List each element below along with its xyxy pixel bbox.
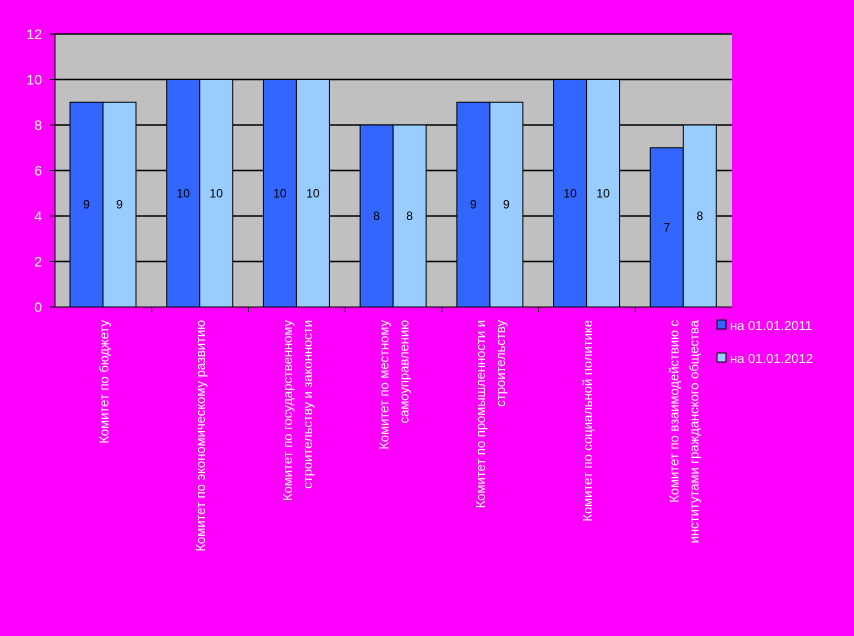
data-label: 9 (83, 198, 90, 212)
category-label: Комитет по местному (377, 320, 392, 450)
legend: на 01.01.2011 на 01.01.2012 (716, 318, 813, 366)
data-label: 10 (563, 186, 577, 200)
category-label: Комитет по взаимодействию с (667, 320, 682, 503)
legend-label: на 01.01.2012 (730, 351, 813, 366)
data-label: 10 (177, 186, 191, 200)
category-label: Комитет по экономическому развитию (193, 320, 208, 552)
bar (295, 79, 330, 308)
axes (50, 33, 732, 312)
y-tick-label: 2 (34, 254, 42, 270)
bar (489, 101, 524, 308)
data-label: 9 (470, 198, 477, 212)
category-label: Комитет по промышленности и (473, 320, 488, 508)
data-label: 7 (663, 220, 670, 234)
bar (199, 79, 234, 308)
data-label: 10 (596, 186, 610, 200)
category-label: институтами гражданского общества (687, 319, 702, 543)
y-tick-label: 8 (34, 117, 42, 133)
bar (649, 147, 684, 308)
category-label: Комитет по государственному (280, 320, 295, 501)
data-label: 10 (210, 186, 224, 200)
data-label: 8 (373, 209, 380, 223)
category-label: строительству (493, 320, 508, 407)
data-label: 9 (116, 198, 123, 212)
bar (553, 79, 588, 308)
y-tick-labels: 0 2 4 6 8 10 12 (26, 26, 42, 315)
category-label: строительству и законности (300, 320, 315, 489)
category-label: Комитет по социальной политике (580, 320, 595, 522)
bar (392, 124, 427, 308)
bars: 9 9 10 10 10 10 8 8 9 9 10 10 7 8 (69, 79, 717, 308)
y-tick-label: 6 (34, 163, 42, 179)
y-tick-label: 10 (26, 72, 42, 88)
data-label: 9 (503, 198, 510, 212)
category-label: Комитет по бюджету (96, 320, 111, 444)
bar (456, 101, 491, 308)
bar (586, 79, 621, 308)
bar (102, 101, 137, 308)
y-tick-label: 0 (34, 299, 42, 315)
legend-swatch (716, 352, 727, 363)
data-label: 8 (406, 209, 413, 223)
category-label: самоуправлению (397, 320, 412, 424)
data-label: 8 (696, 209, 703, 223)
data-label: 10 (273, 186, 287, 200)
bar (262, 79, 297, 308)
data-label: 10 (306, 186, 320, 200)
y-tick-label: 4 (34, 208, 42, 224)
x-category-labels: Комитет по бюджету Комитет по экономическ… (96, 319, 701, 551)
legend-label: на 01.01.2011 (730, 318, 812, 333)
bar (682, 124, 717, 308)
y-tick-label: 12 (26, 26, 42, 42)
legend-swatch (716, 319, 727, 330)
